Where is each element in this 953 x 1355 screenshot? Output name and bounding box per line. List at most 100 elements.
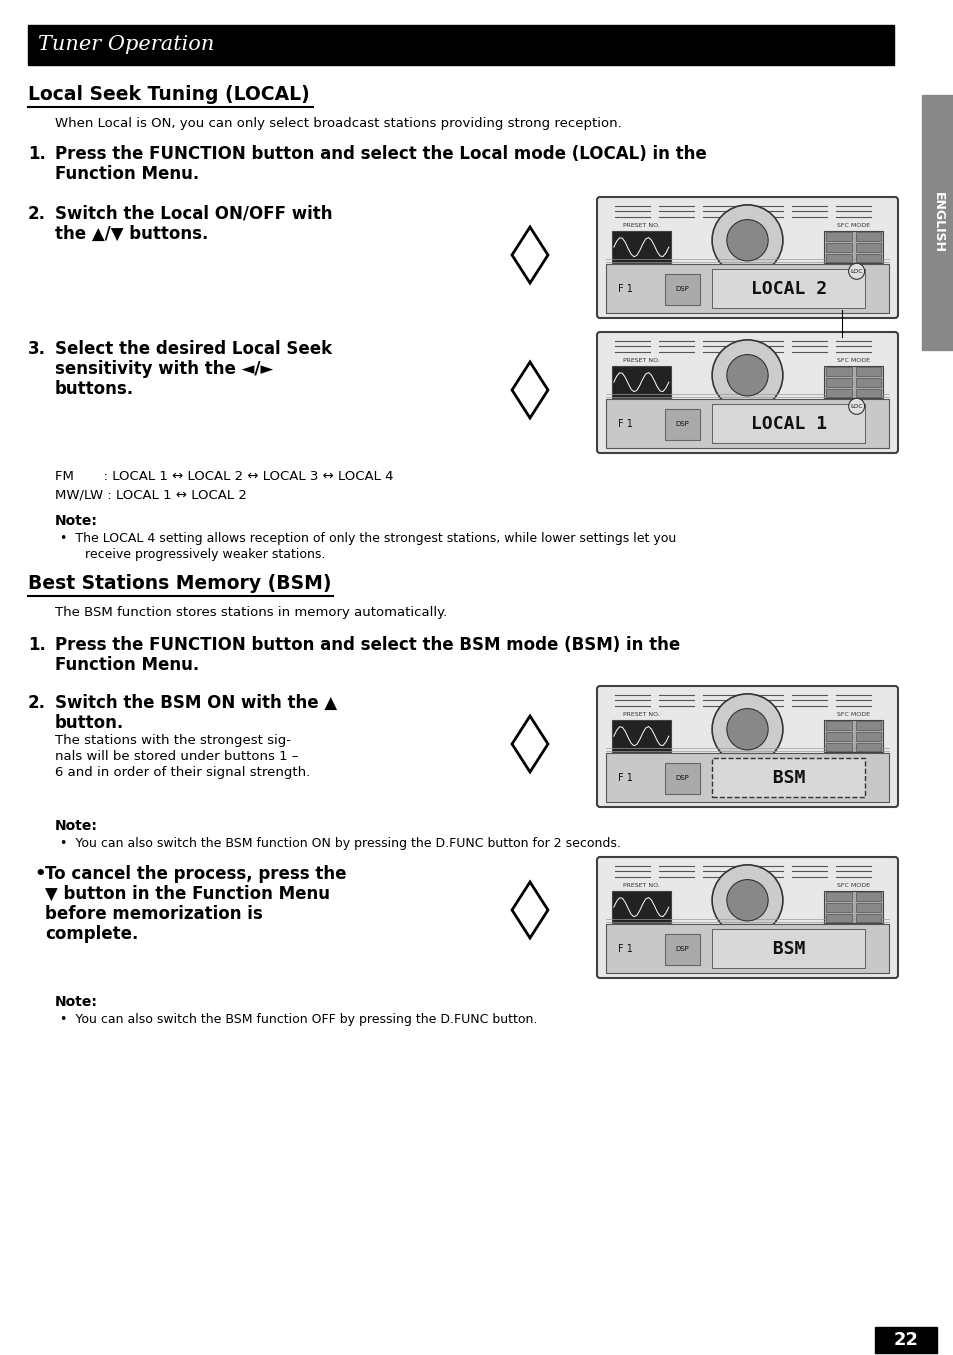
Bar (921, 95, 953, 350)
Text: PRESET NO.: PRESET NO. (622, 883, 659, 888)
Circle shape (848, 263, 863, 279)
Bar (855, 253, 881, 263)
Bar (855, 721, 881, 730)
Circle shape (726, 220, 767, 262)
Bar (823, 232, 882, 263)
Text: nals will be stored under buttons 1 –: nals will be stored under buttons 1 – (55, 751, 298, 763)
Bar (711, 404, 864, 443)
Text: F 1: F 1 (617, 283, 632, 294)
Bar (823, 892, 882, 923)
Text: DSP: DSP (675, 286, 689, 291)
Text: Select the desired Local Seek: Select the desired Local Seek (55, 340, 332, 358)
Text: 3.: 3. (28, 340, 46, 358)
Text: Function Menu.: Function Menu. (55, 656, 199, 673)
Bar (855, 743, 881, 751)
Bar (605, 753, 888, 802)
Text: To cancel the process, press the: To cancel the process, press the (45, 864, 346, 883)
Text: DSP: DSP (675, 946, 689, 951)
Circle shape (726, 879, 767, 921)
Bar (611, 892, 670, 923)
Circle shape (711, 694, 782, 764)
Bar (855, 243, 881, 252)
Text: ▼ button in the Function Menu: ▼ button in the Function Menu (45, 885, 330, 902)
Text: Note:: Note: (55, 514, 98, 528)
Text: SFC MODE: SFC MODE (837, 711, 869, 717)
Text: sensitivity with the ◄/►: sensitivity with the ◄/► (55, 360, 273, 378)
Text: LOC: LOC (849, 404, 862, 409)
Bar (855, 367, 881, 375)
Text: •  The LOCAL 4 setting allows reception of only the strongest stations, while lo: • The LOCAL 4 setting allows reception o… (60, 533, 676, 545)
Text: BSM: BSM (750, 939, 826, 958)
Text: F 1: F 1 (617, 419, 632, 428)
Bar (825, 389, 851, 397)
Bar (825, 243, 851, 252)
Bar (711, 270, 864, 308)
Bar (825, 367, 851, 375)
Text: •  You can also switch the BSM function OFF by pressing the D.FUNC button.: • You can also switch the BSM function O… (60, 1014, 537, 1026)
Bar (605, 924, 888, 973)
Text: buttons.: buttons. (55, 379, 134, 398)
Bar (605, 400, 888, 447)
Text: Tuner Operation: Tuner Operation (38, 35, 214, 54)
Text: SFC MODE: SFC MODE (837, 224, 869, 228)
Circle shape (848, 398, 863, 415)
Text: button.: button. (55, 714, 124, 732)
Text: 6 and in order of their signal strength.: 6 and in order of their signal strength. (55, 766, 310, 779)
Text: LOCAL 1: LOCAL 1 (750, 415, 826, 432)
FancyBboxPatch shape (597, 856, 897, 978)
Text: •  You can also switch the BSM function ON by pressing the D.FUNC button for 2 s: • You can also switch the BSM function O… (60, 837, 620, 850)
Text: DSP: DSP (675, 420, 689, 427)
Bar (855, 378, 881, 386)
Bar (825, 378, 851, 386)
Text: Press the FUNCTION button and select the BSM mode (BSM) in the: Press the FUNCTION button and select the… (55, 635, 679, 654)
Bar (825, 743, 851, 751)
Bar (664, 409, 700, 440)
Bar (823, 720, 882, 752)
Bar (825, 732, 851, 741)
Circle shape (726, 355, 767, 396)
Bar (611, 720, 670, 752)
Text: receive progressively weaker stations.: receive progressively weaker stations. (85, 547, 325, 561)
Bar (664, 274, 700, 305)
Bar (855, 232, 881, 241)
Text: When Local is ON, you can only select broadcast stations providing strong recept: When Local is ON, you can only select br… (55, 117, 621, 130)
Bar (825, 232, 851, 241)
FancyBboxPatch shape (597, 196, 897, 318)
Text: SFC MODE: SFC MODE (837, 358, 869, 363)
Bar (611, 232, 670, 263)
Bar (711, 759, 864, 797)
Text: Press the FUNCTION button and select the Local mode (LOCAL) in the: Press the FUNCTION button and select the… (55, 145, 706, 163)
Text: complete.: complete. (45, 925, 138, 943)
Bar (825, 902, 851, 912)
Text: SFC MODE: SFC MODE (837, 883, 869, 888)
Bar (711, 930, 864, 967)
Bar (855, 732, 881, 741)
Bar (825, 253, 851, 263)
Text: LOC: LOC (849, 268, 862, 274)
Text: F 1: F 1 (617, 943, 632, 954)
Text: the ▲/▼ buttons.: the ▲/▼ buttons. (55, 225, 208, 243)
Bar (825, 892, 851, 901)
Text: Switch the BSM ON with the ▲: Switch the BSM ON with the ▲ (55, 694, 336, 711)
Text: 2.: 2. (28, 205, 46, 224)
Bar (664, 763, 700, 794)
FancyBboxPatch shape (597, 332, 897, 453)
Text: Switch the Local ON/OFF with: Switch the Local ON/OFF with (55, 205, 333, 224)
Text: BSM: BSM (750, 768, 826, 786)
Text: FM       : LOCAL 1 ↔ LOCAL 2 ↔ LOCAL 3 ↔ LOCAL 4: FM : LOCAL 1 ↔ LOCAL 2 ↔ LOCAL 3 ↔ LOCAL… (55, 470, 393, 482)
Bar (855, 902, 881, 912)
Bar (823, 366, 882, 398)
Text: MW/LW : LOCAL 1 ↔ LOCAL 2: MW/LW : LOCAL 1 ↔ LOCAL 2 (55, 488, 247, 501)
Bar (825, 913, 851, 923)
Circle shape (711, 205, 782, 275)
Bar (855, 913, 881, 923)
Bar (664, 934, 700, 966)
Text: 1.: 1. (28, 635, 46, 654)
Text: Note:: Note: (55, 995, 98, 1009)
Circle shape (711, 864, 782, 936)
Text: 2.: 2. (28, 694, 46, 711)
Text: •: • (34, 864, 46, 883)
FancyBboxPatch shape (597, 686, 897, 808)
Text: The stations with the strongest sig-: The stations with the strongest sig- (55, 734, 291, 747)
Text: Local Seek Tuning (LOCAL): Local Seek Tuning (LOCAL) (28, 85, 310, 104)
